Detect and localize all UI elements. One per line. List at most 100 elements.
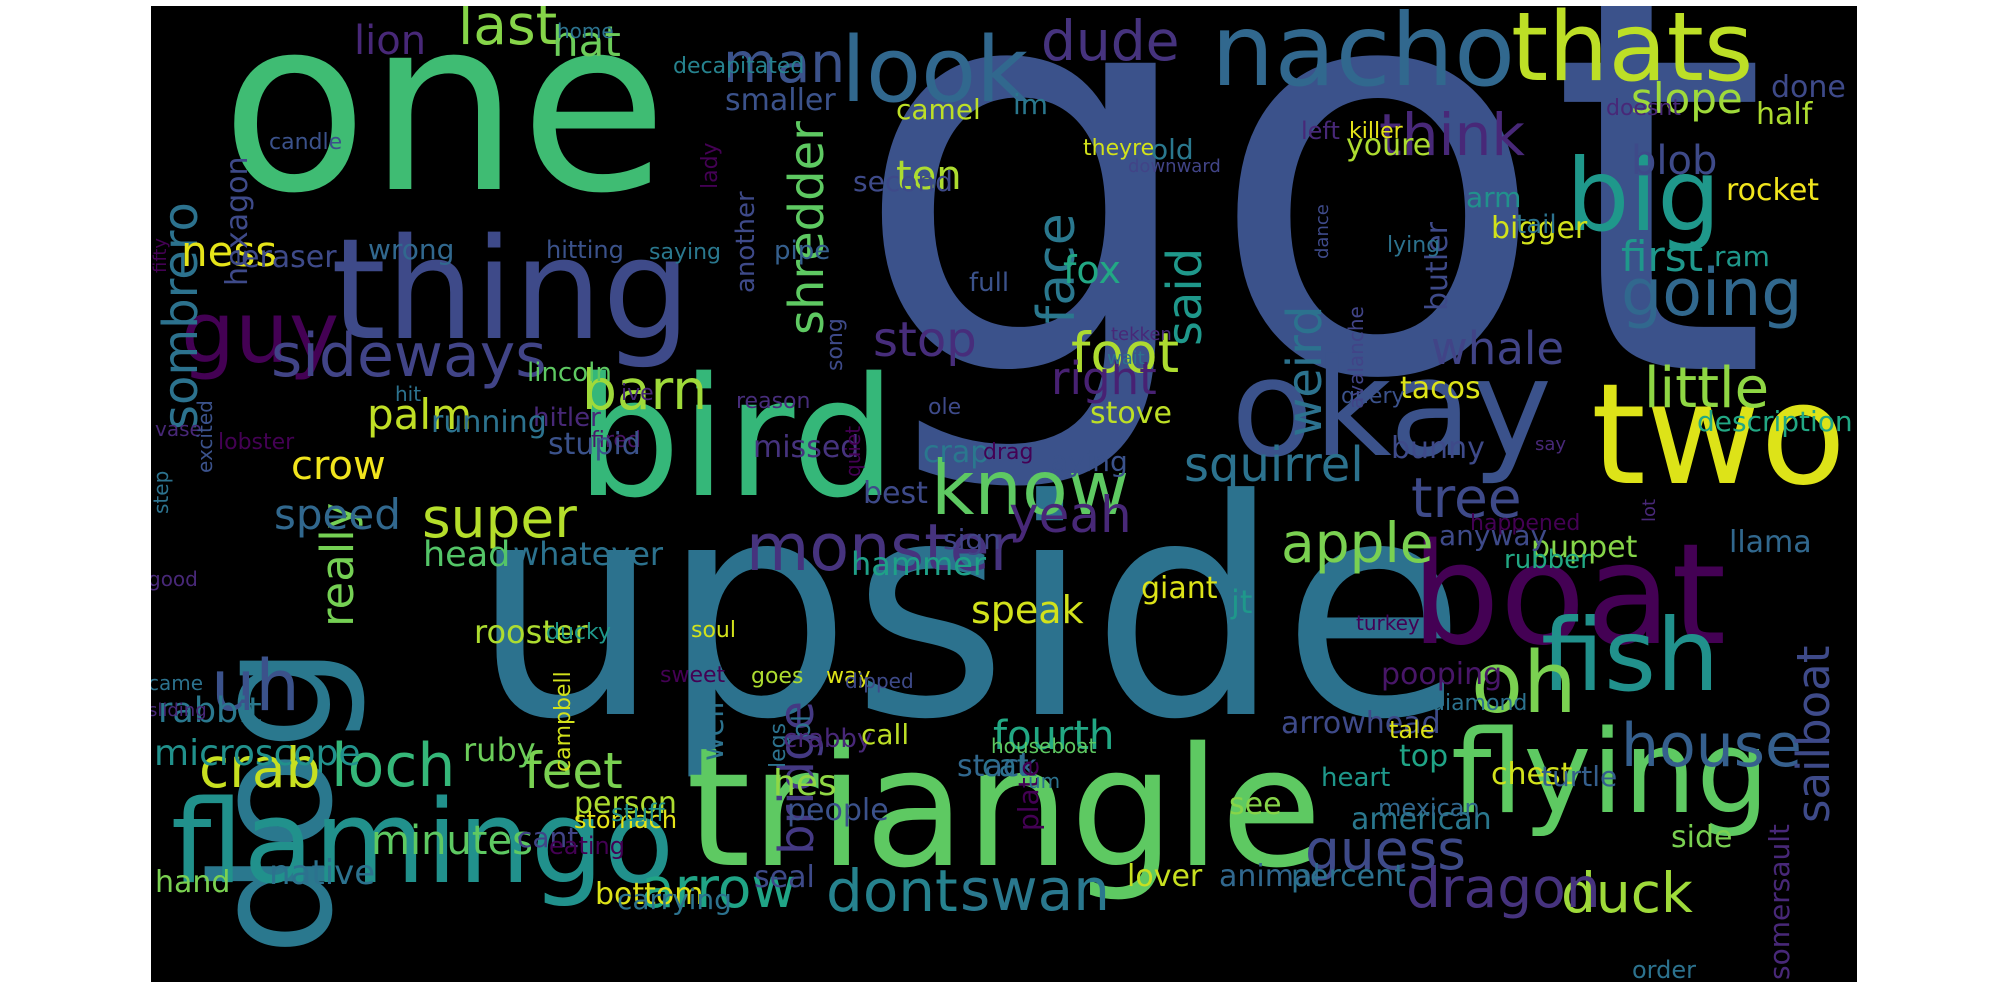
- cloud-word: top: [1399, 739, 1449, 774]
- cloud-word: home: [557, 19, 614, 43]
- cloud-word: know: [931, 444, 1130, 532]
- cloud-word: campbell: [551, 671, 576, 772]
- cloud-word: ness: [181, 227, 278, 276]
- cloud-word: okay: [1231, 330, 1553, 487]
- cloud-word: two: [1591, 354, 1847, 517]
- cloud-word: upside: [471, 436, 1467, 785]
- cloud-word: man: [723, 31, 846, 95]
- cloud-word: lying: [1387, 233, 1441, 258]
- cloud-word: see: [1229, 787, 1282, 822]
- cloud-word: barn: [582, 358, 708, 422]
- cloud-word: arm: [1466, 181, 1522, 214]
- cloud-word: theyre: [1083, 136, 1155, 161]
- cloud-word: best: [863, 476, 928, 511]
- cloud-word: swan: [960, 856, 1110, 924]
- cloud-word: downward: [1128, 156, 1221, 177]
- cloud-word: nacho: [1211, 6, 1516, 109]
- cloud-word: bigger: [1491, 211, 1588, 246]
- cloud-word: american: [1351, 802, 1492, 837]
- cloud-word: doesnt: [1606, 96, 1681, 121]
- cloud-word: drag: [983, 440, 1034, 465]
- cloud-word: sideways: [271, 321, 547, 391]
- cloud-word: running: [431, 405, 547, 440]
- cloud-word: stack: [957, 749, 1037, 784]
- cloud-word: pipe: [774, 236, 831, 266]
- cloud-word: candle: [269, 130, 343, 155]
- cloud-word: rooster: [474, 613, 588, 651]
- cloud-word: lover: [1127, 859, 1203, 894]
- cloud-word: shredder: [779, 121, 835, 335]
- cloud-word: blob: [1631, 138, 1718, 184]
- cloud-word: super: [422, 486, 577, 550]
- cloud-word: somersault: [1763, 824, 1796, 980]
- cloud-word: think: [1379, 101, 1525, 169]
- cloud-word: one: [221, 6, 668, 246]
- cloud-word: apple: [1281, 511, 1434, 575]
- cloud-word: fox: [1063, 248, 1121, 292]
- cloud-word: duck: [1561, 861, 1693, 925]
- cloud-word: side: [1671, 820, 1733, 855]
- cloud-word: vase: [155, 417, 202, 441]
- cloud-word: whatever: [513, 535, 664, 573]
- cloud-word: sliding: [151, 700, 207, 721]
- cloud-word: stop: [873, 312, 977, 368]
- cloud-word: diamond: [1431, 691, 1528, 716]
- cloud-word: tacos: [1400, 371, 1481, 406]
- cloud-word: soul: [691, 618, 736, 643]
- cloud-word: boat: [1411, 514, 1727, 677]
- cloud-word: minutes: [371, 818, 533, 864]
- cloud-word: first: [1621, 232, 1704, 281]
- cloud-word: chest: [1491, 757, 1573, 792]
- cloud-word: way: [826, 664, 871, 689]
- cloud-word: lincoln: [527, 358, 612, 388]
- cloud-word: foot: [1071, 321, 1180, 385]
- cloud-word: bunny: [1391, 431, 1485, 466]
- cloud-word: half: [1756, 97, 1813, 132]
- cloud-word: fired: [591, 428, 641, 453]
- cloud-word: house: [1621, 711, 1802, 781]
- cloud-word: mexican: [1378, 794, 1480, 822]
- cloud-word: llama: [1729, 525, 1812, 560]
- cloud-word: well: [696, 701, 731, 761]
- cloud-word: saying: [649, 240, 721, 265]
- cloud-word: ive: [621, 381, 654, 406]
- cloud-word: bird: [576, 342, 897, 534]
- cloud-word: arrow: [641, 856, 797, 920]
- cloud-word: reason: [736, 389, 811, 414]
- cloud-word: cant: [517, 821, 579, 854]
- cloud-word: smaller: [725, 83, 836, 118]
- cloud-word: tail: [1516, 210, 1557, 240]
- cloud-word: tekken: [1111, 324, 1172, 345]
- cloud-word: turtle: [1541, 760, 1618, 793]
- cloud-word: fourth: [993, 713, 1115, 759]
- cloud-word: head: [423, 535, 511, 575]
- cloud-word: ten: [896, 153, 962, 199]
- cloud-word: description: [1697, 405, 1853, 438]
- cloud-word: um: [1028, 769, 1061, 793]
- cloud-word: thing: [331, 209, 692, 372]
- cloud-word: carrying: [617, 883, 732, 916]
- cloud-word: crabby: [783, 724, 873, 754]
- cloud-word: palm: [367, 390, 472, 439]
- cloud-word: got: [851, 6, 1769, 502]
- cloud-word: goes: [751, 664, 804, 689]
- cloud-word: oh: [1471, 634, 1577, 733]
- cloud-word: loch: [331, 731, 456, 801]
- cloud-word: slope: [1631, 74, 1743, 123]
- cloud-word: weird: [1277, 305, 1333, 437]
- cloud-word: song: [823, 318, 848, 371]
- cloud-word: pooping: [1381, 657, 1503, 692]
- cloud-word: left: [1301, 117, 1340, 145]
- cloud-word: guy: [181, 284, 340, 383]
- cloud-word: percent: [1291, 859, 1406, 894]
- cloud-word: hitting: [546, 236, 624, 264]
- cloud-word: order: [1632, 956, 1696, 982]
- cloud-word: bottom: [595, 877, 704, 912]
- cloud-word: squirrel: [1184, 437, 1364, 493]
- cloud-word: cat: [982, 749, 1029, 784]
- cloud-word: speed: [274, 490, 401, 539]
- cloud-word: microscope: [154, 733, 361, 774]
- cloud-word: dipped: [845, 669, 914, 693]
- cloud-word: arrowhead: [1281, 706, 1441, 741]
- cloud-word: puppet: [1531, 530, 1638, 565]
